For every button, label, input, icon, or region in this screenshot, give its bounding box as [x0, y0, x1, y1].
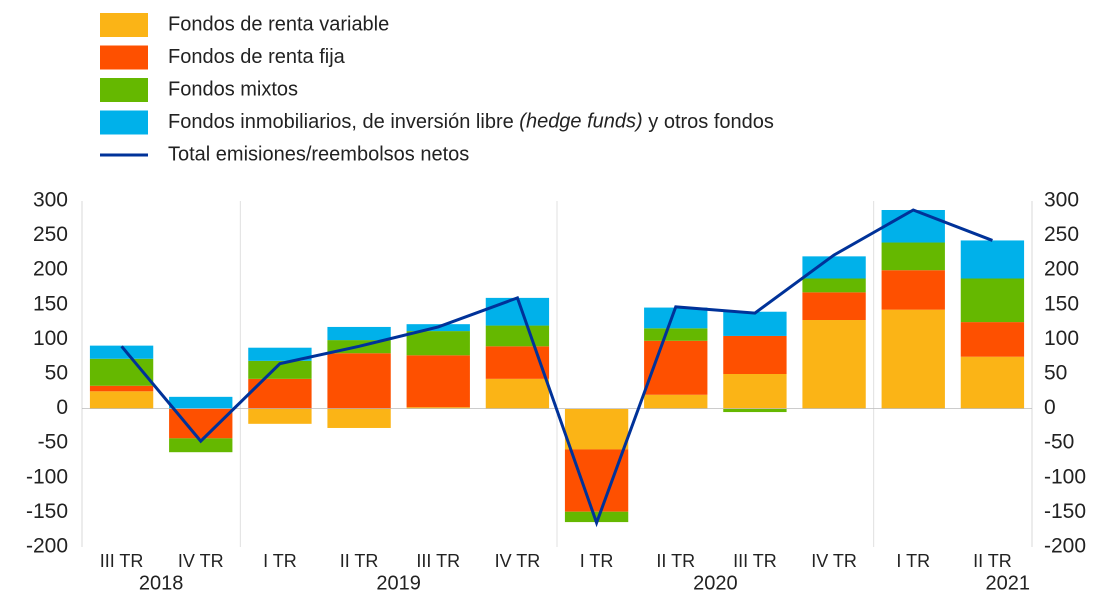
- bar-segment: [89, 391, 154, 409]
- bar-segment: [169, 396, 233, 409]
- year-label: 2019: [376, 572, 421, 594]
- bar-segment: [248, 360, 312, 379]
- bar-segment: [89, 385, 154, 392]
- year-label: 2021: [986, 572, 1031, 594]
- bar-segment: [406, 407, 470, 409]
- legend-label: Fondos de renta fija: [168, 46, 346, 68]
- y-tick-label: 50: [45, 362, 68, 385]
- y2-tick-label: -50: [1044, 431, 1074, 454]
- legend-swatch: [100, 110, 148, 135]
- bar-segment: [485, 378, 550, 409]
- y2-tick-label: 300: [1044, 189, 1079, 212]
- bar-segment: [960, 322, 1025, 357]
- bar-segment: [881, 270, 945, 310]
- bar-segment: [406, 331, 470, 356]
- legend-label: Fondos de renta variable: [168, 13, 389, 35]
- bar-segment: [327, 353, 391, 409]
- y-tick-label: 150: [33, 292, 68, 315]
- bar-segment: [89, 345, 154, 359]
- y2-tick-label: 250: [1044, 223, 1079, 246]
- x-tick-label: III TR: [416, 551, 460, 571]
- y2-tick-label: 200: [1044, 258, 1079, 281]
- bar-segment: [169, 438, 233, 453]
- bar-segment: [723, 408, 787, 413]
- bar-segment: [723, 311, 787, 336]
- bar-segment: [881, 209, 945, 243]
- x-tick-label: I TR: [580, 551, 614, 571]
- bar-segment: [960, 240, 1025, 279]
- bar-segment: [723, 335, 787, 374]
- bar-segment: [485, 325, 550, 347]
- bar-segment: [327, 326, 391, 341]
- bar-segment: [802, 278, 866, 293]
- y-tick-label: -200: [26, 535, 68, 558]
- x-tick-label: III TR: [733, 551, 777, 571]
- x-tick-label: IV TR: [811, 551, 857, 571]
- legend-swatch: [100, 45, 148, 70]
- bar-segment: [248, 408, 312, 424]
- bar-segment: [406, 355, 470, 408]
- bar-segment: [960, 356, 1025, 409]
- y-tick-label: 300: [33, 189, 68, 212]
- legend-swatch: [100, 78, 148, 102]
- y-tick-label: 250: [33, 223, 68, 246]
- bar-segment: [564, 511, 629, 523]
- bar-segment: [644, 307, 708, 329]
- x-tick-label: IV TR: [495, 551, 541, 571]
- bar-segment: [485, 346, 550, 379]
- bar-segment: [644, 394, 708, 409]
- y2-tick-label: -100: [1044, 465, 1086, 488]
- bar-segment: [644, 328, 708, 341]
- bar-segment: [485, 297, 550, 326]
- y-tick-label: -100: [26, 465, 68, 488]
- legend-label: Fondos mixtos: [168, 78, 298, 100]
- x-tick-label: II TR: [973, 551, 1012, 571]
- legend-label: Total emisiones/reembolsos netos: [168, 143, 469, 165]
- y-tick-label: 0: [56, 396, 68, 419]
- y2-tick-label: -150: [1044, 500, 1086, 523]
- y2-tick-label: 50: [1044, 362, 1067, 385]
- x-tick-label: II TR: [340, 551, 379, 571]
- x-tick-label: III TR: [100, 551, 144, 571]
- bar-segment: [327, 408, 391, 428]
- bar-segment: [248, 347, 312, 361]
- x-tick-label: I TR: [263, 551, 297, 571]
- y2-tick-label: 0: [1044, 396, 1056, 419]
- x-tick-label: IV TR: [178, 551, 224, 571]
- legend-swatch: [100, 13, 148, 37]
- bar-segment: [881, 309, 945, 409]
- year-label: 2018: [139, 572, 184, 594]
- y-tick-label: -150: [26, 500, 68, 523]
- bar-segment: [881, 242, 945, 271]
- y2-tick-label: -200: [1044, 535, 1086, 558]
- legend-label: Fondos inmobiliarios, de inversión libre…: [168, 111, 774, 133]
- bar-segment: [564, 408, 629, 450]
- y-tick-label: 200: [33, 258, 68, 281]
- bar-segment: [802, 320, 866, 409]
- x-tick-label: II TR: [656, 551, 695, 571]
- bar-segment: [960, 278, 1025, 323]
- bar-segment: [723, 374, 787, 409]
- total-line: [120, 208, 993, 528]
- bar-segment: [802, 256, 866, 279]
- y2-tick-label: 150: [1044, 292, 1079, 315]
- y-tick-label: 100: [33, 327, 68, 350]
- x-tick-label: I TR: [896, 551, 930, 571]
- year-label: 2020: [693, 572, 738, 594]
- bar-segment: [802, 292, 866, 321]
- y-tick-label: -50: [38, 431, 68, 454]
- y2-tick-label: 100: [1044, 327, 1079, 350]
